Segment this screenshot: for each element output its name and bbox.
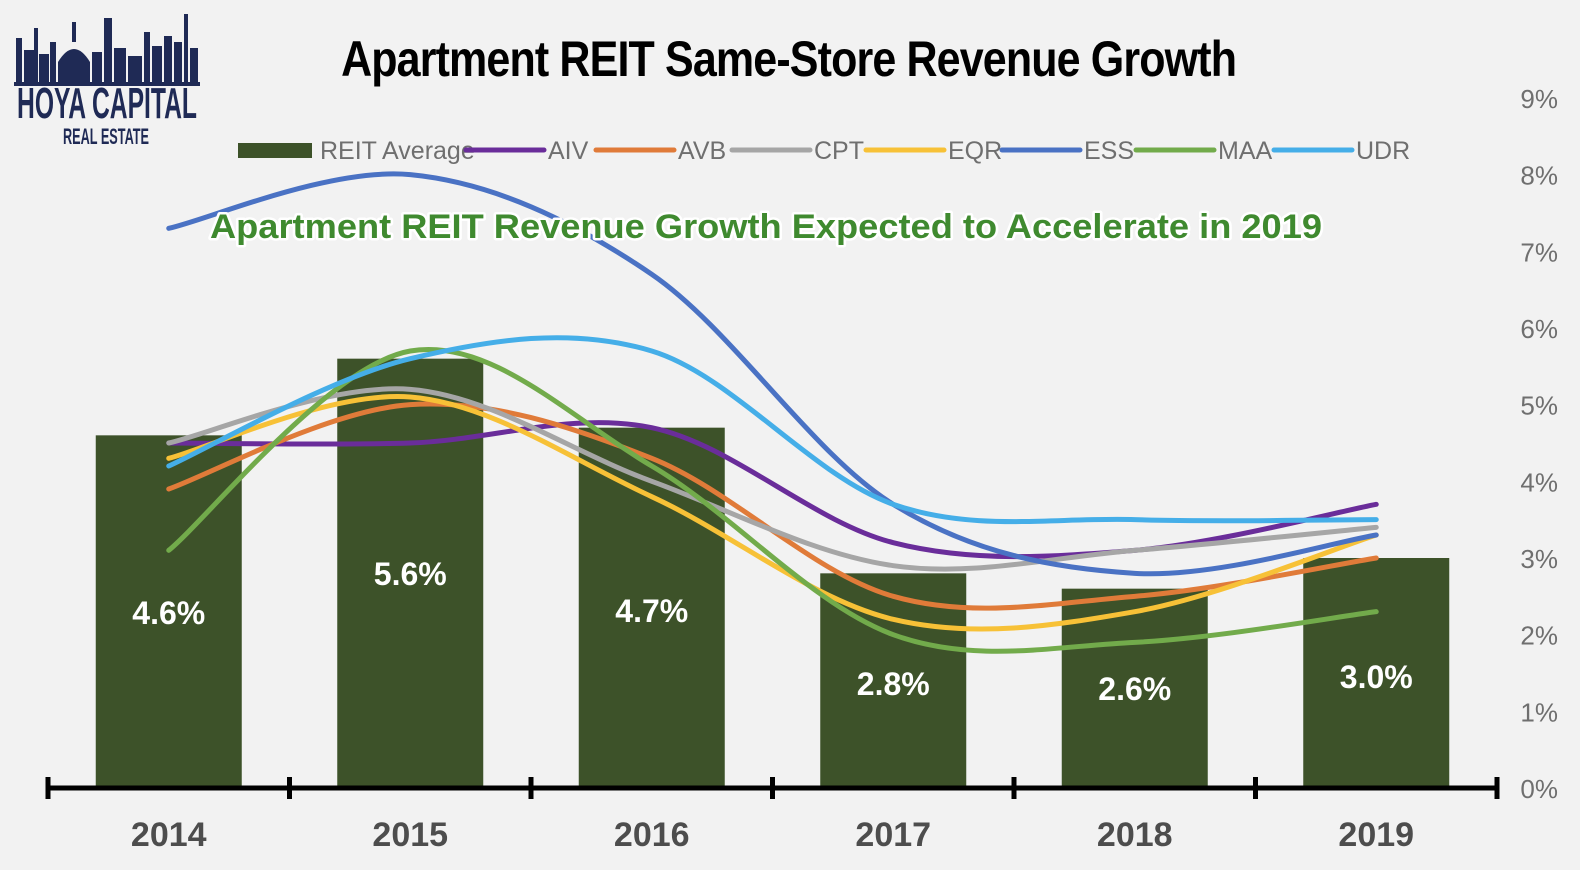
y-tick-label: 0% — [1520, 774, 1558, 804]
bar-data-label: 5.6% — [374, 556, 447, 592]
bar-2019 — [1303, 558, 1450, 788]
y-tick-label: 3% — [1520, 544, 1558, 574]
legend: REIT Average AIV AVB CPT EQR ESS MAA UDR — [238, 137, 1410, 165]
legend-item-aiv: AIV — [463, 137, 589, 165]
bar-data-label: 2.6% — [1098, 671, 1171, 707]
legend-item-reit-average: REIT Average — [238, 137, 475, 165]
chart-title: Apartment REIT Same-Store Revenue Growth — [341, 31, 1237, 87]
legend-label: CPT — [814, 137, 864, 165]
brand-tagline: REAL ESTATE — [63, 124, 149, 149]
x-tick-label: 2019 — [1338, 816, 1414, 854]
x-tick-label: 2014 — [131, 816, 207, 854]
chart-subtitle: Apartment REIT Revenue Growth Expected t… — [210, 208, 1322, 246]
legend-item-ess: ESS — [999, 137, 1134, 165]
line-eqr — [166, 394, 1379, 632]
bar-data-label: 2.8% — [857, 666, 930, 702]
bar-data-label: 4.7% — [615, 593, 688, 629]
y-tick-label: 7% — [1520, 237, 1558, 267]
y-tick-label: 9% — [1520, 84, 1558, 114]
legend-label: MAA — [1218, 137, 1273, 165]
bar-data-label: 3.0% — [1340, 659, 1413, 695]
legend-label: AVB — [678, 137, 726, 165]
y-tick-label: 8% — [1520, 161, 1558, 191]
legend-label: UDR — [1356, 137, 1410, 165]
legend-item-avb: AVB — [593, 137, 726, 165]
line-udr — [166, 335, 1379, 525]
y-tick-label: 4% — [1520, 467, 1558, 497]
legend-label: AIV — [548, 137, 589, 165]
bar-2016 — [578, 427, 725, 788]
brand-name: HOYA CAPITAL — [17, 79, 197, 128]
legend-label: EQR — [948, 137, 1002, 165]
line-ess — [166, 171, 1379, 577]
legend-item-cpt: CPT — [729, 137, 864, 165]
y-tick-label: 6% — [1520, 314, 1558, 344]
y-tick-label: 2% — [1520, 621, 1558, 651]
legend-item-eqr: EQR — [863, 137, 1002, 165]
hoya-capital-logo: HOYA CAPITAL REAL ESTATE — [14, 14, 200, 149]
bar-2015 — [337, 358, 484, 788]
legend-swatch — [238, 143, 312, 158]
x-tick-label: 2017 — [855, 816, 931, 854]
legend-label: REIT Average — [320, 137, 475, 165]
line-cpt — [166, 386, 1379, 572]
legend-item-udr: UDR — [1271, 137, 1410, 165]
skyline-icon — [14, 14, 200, 86]
bar-2014 — [95, 435, 242, 788]
x-tick-label: 2015 — [372, 816, 448, 854]
legend-label: ESS — [1084, 137, 1134, 165]
legend-item-maa: MAA — [1133, 137, 1273, 165]
bar-data-label: 4.6% — [132, 595, 205, 631]
y-tick-label: 1% — [1520, 697, 1558, 727]
y-tick-label: 5% — [1520, 391, 1558, 421]
x-tick-label: 2018 — [1097, 816, 1173, 854]
x-tick-label: 2016 — [614, 816, 690, 854]
